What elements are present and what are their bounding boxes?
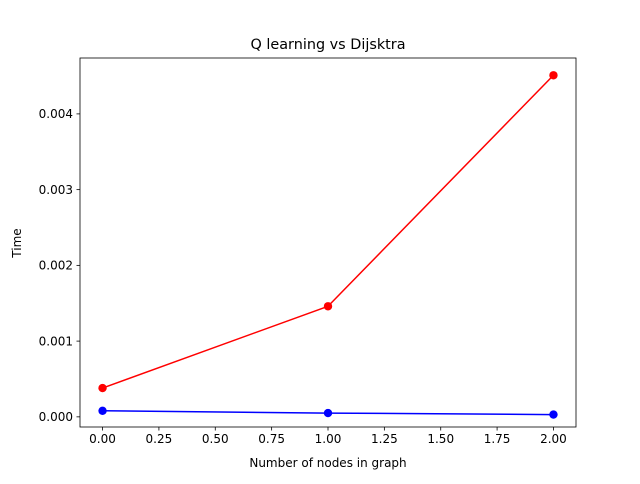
y-axis-ticks: 0.000 0.001 0.002 0.003 0.004	[39, 107, 80, 424]
x-axis-ticks: 0.00 0.25 0.50 0.75 1.00 1.25 1.50 1.75 2.00	[89, 427, 567, 446]
x-tick-label: 0.00	[89, 432, 116, 446]
y-tick-label: 0.002	[39, 259, 73, 273]
series-2-point	[98, 406, 107, 415]
x-tick-label: 0.75	[258, 432, 285, 446]
plot-area	[80, 58, 576, 427]
y-tick-label: 0.004	[39, 107, 73, 121]
series-2-point	[549, 410, 558, 419]
x-tick-label: 0.25	[146, 432, 173, 446]
x-axis-title: Number of nodes in graph	[249, 456, 406, 470]
series-1-point	[323, 302, 333, 311]
x-tick-label: 0.50	[202, 432, 229, 446]
series-2-point	[323, 408, 333, 418]
x-tick-label: 1.50	[427, 432, 454, 446]
x-tick-label: 1.25	[371, 432, 398, 446]
y-tick-label: 0.000	[39, 410, 73, 424]
plot-frame	[79, 57, 577, 428]
x-tick-label: 1.75	[484, 432, 511, 446]
x-tick-label: 2.00	[540, 432, 567, 446]
series-1-point	[98, 383, 107, 393]
chart-title: Q learning vs Dijsktra	[250, 37, 405, 53]
y-tick-label: 0.001	[39, 334, 73, 348]
y-tick-label: 0.003	[39, 183, 73, 197]
series-1-point	[549, 71, 558, 80]
y-axis-title: Time	[10, 228, 24, 258]
series-layer	[98, 71, 558, 419]
x-tick-label: 1.00	[315, 432, 342, 446]
